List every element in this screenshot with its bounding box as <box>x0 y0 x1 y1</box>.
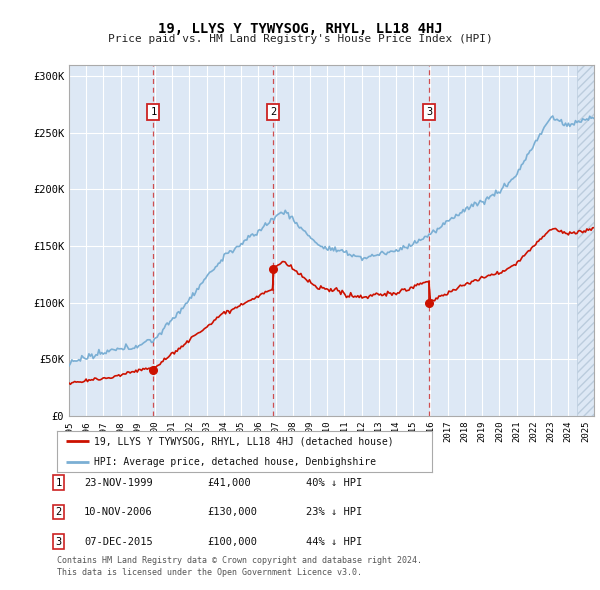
Text: 40% ↓ HPI: 40% ↓ HPI <box>306 478 362 487</box>
Text: HPI: Average price, detached house, Denbighshire: HPI: Average price, detached house, Denb… <box>95 457 377 467</box>
Text: 19, LLYS Y TYWYSOG, RHYL, LL18 4HJ (detached house): 19, LLYS Y TYWYSOG, RHYL, LL18 4HJ (deta… <box>95 437 394 447</box>
Text: Price paid vs. HM Land Registry's House Price Index (HPI): Price paid vs. HM Land Registry's House … <box>107 34 493 44</box>
Text: 1: 1 <box>56 478 62 487</box>
Text: £100,000: £100,000 <box>207 537 257 546</box>
Text: 2: 2 <box>270 107 276 117</box>
Text: 3: 3 <box>56 537 62 546</box>
Text: 3: 3 <box>426 107 433 117</box>
Text: 1: 1 <box>150 107 157 117</box>
Text: 44% ↓ HPI: 44% ↓ HPI <box>306 537 362 546</box>
Text: £41,000: £41,000 <box>207 478 251 487</box>
Text: 2: 2 <box>56 507 62 517</box>
Text: 19, LLYS Y TYWYSOG, RHYL, LL18 4HJ: 19, LLYS Y TYWYSOG, RHYL, LL18 4HJ <box>158 22 442 36</box>
Text: 23-NOV-1999: 23-NOV-1999 <box>84 478 153 487</box>
Text: 23% ↓ HPI: 23% ↓ HPI <box>306 507 362 517</box>
Text: Contains HM Land Registry data © Crown copyright and database right 2024.
This d: Contains HM Land Registry data © Crown c… <box>57 556 422 577</box>
Text: 10-NOV-2006: 10-NOV-2006 <box>84 507 153 517</box>
Text: £130,000: £130,000 <box>207 507 257 517</box>
Text: 07-DEC-2015: 07-DEC-2015 <box>84 537 153 546</box>
